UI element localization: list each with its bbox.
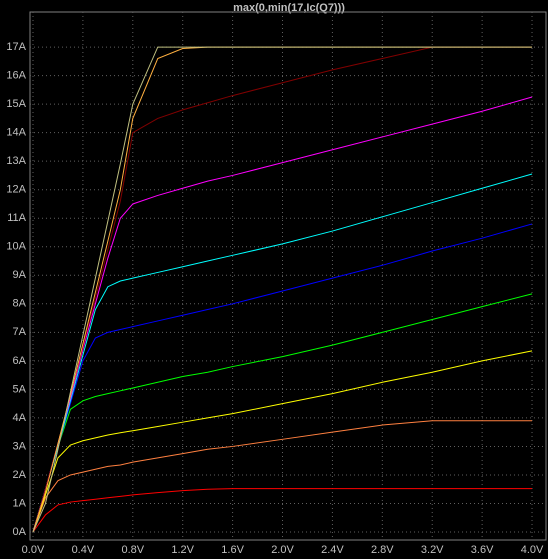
x-tick-label: 0.4V (72, 544, 95, 556)
series-line (32, 173, 533, 533)
x-tick-label: 3.2V (421, 544, 444, 556)
plot-frame (29, 11, 547, 541)
y-tick-label: 15A (6, 98, 26, 110)
x-tick-label: 2.8V (371, 544, 394, 556)
y-tick-label: 17A (6, 41, 26, 53)
y-tick-label: 9A (13, 269, 27, 281)
y-tick-label: 13A (6, 155, 26, 167)
series-line (32, 46, 533, 533)
x-tick-label: 4.0V (521, 544, 544, 556)
y-tick-label: 16A (6, 70, 26, 82)
x-tick-label: 0.0V (22, 544, 45, 556)
y-tick-label: 4A (13, 412, 27, 424)
x-tick-label: 3.6V (471, 544, 494, 556)
y-tick-label: 10A (6, 241, 26, 253)
y-tick-label: 14A (6, 127, 26, 139)
chart-title: max(0,min(17,Ic(Q7))) (233, 2, 345, 14)
y-tick-label: 2A (13, 469, 27, 481)
y-tick-label: 3A (13, 440, 27, 452)
x-tick-label: 2.4V (321, 544, 344, 556)
y-tick-label: 1A (13, 497, 27, 509)
y-tick-label: 7A (13, 326, 27, 338)
x-tick-label: 2.0V (271, 544, 294, 556)
x-tick-label: 0.8V (121, 544, 144, 556)
series-line (32, 293, 533, 533)
x-tick-label: 1.6V (221, 544, 244, 556)
series-line (32, 488, 533, 533)
x-tick-label: 1.2V (171, 544, 194, 556)
y-tick-label: 11A (7, 212, 26, 224)
y-tick-label: 8A (13, 298, 27, 310)
y-tick-label: 12A (6, 184, 26, 196)
series-line (32, 420, 533, 533)
series-line (32, 96, 533, 533)
y-tick-label: 5A (13, 383, 27, 395)
series-line (32, 350, 533, 533)
y-tick-label: 0A (13, 526, 27, 538)
series-line (32, 223, 533, 533)
y-tick-label: 6A (13, 355, 27, 367)
